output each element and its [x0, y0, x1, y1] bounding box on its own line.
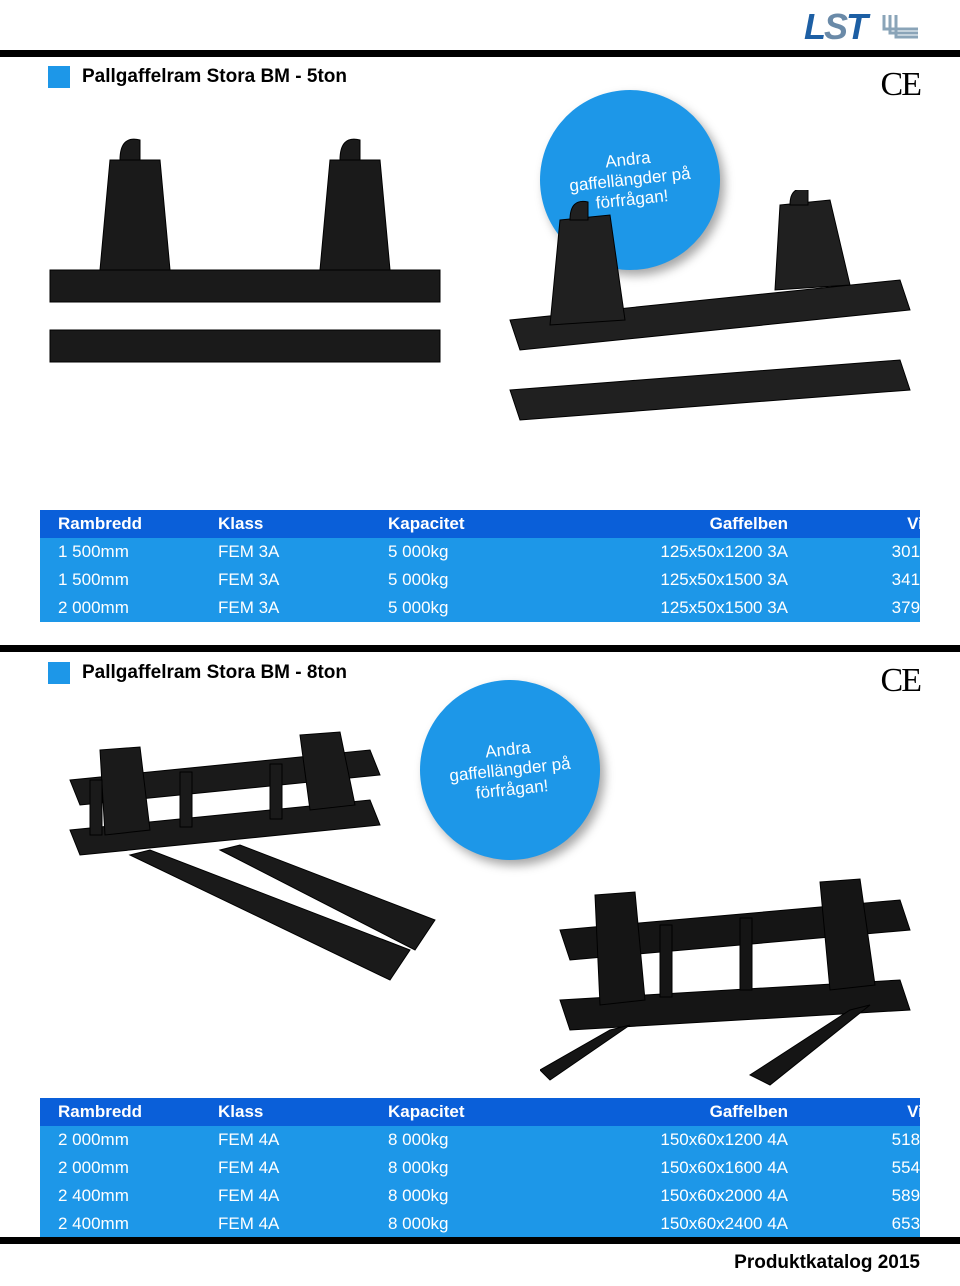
section2-title: Pallgaffelram Stora BM - 8ton — [82, 662, 347, 684]
cell: 589kg — [818, 1186, 938, 1206]
table-row: 1 500mm FEM 3A 5 000kg 125x50x1500 3A 34… — [40, 566, 920, 594]
cell: 150x60x1600 4A — [568, 1158, 818, 1178]
cell: 379kg — [818, 598, 938, 618]
cell: 301kg — [818, 542, 938, 562]
col-vikt: Vikt — [818, 1102, 938, 1122]
cell: 2 000mm — [58, 1158, 218, 1178]
product-image-8ton-angle-left — [40, 720, 440, 1030]
cell: 2 000mm — [58, 1130, 218, 1150]
col-gaffelben: Gaffelben — [568, 1102, 818, 1122]
ce-mark-icon: CE — [881, 66, 920, 104]
col-vikt: Vikt — [818, 514, 938, 534]
product-image-5ton-angle — [480, 190, 920, 470]
callout-text: Andra gaffellängder på förfrågan! — [437, 733, 583, 807]
cell: FEM 4A — [218, 1158, 388, 1178]
cell: 8 000kg — [388, 1130, 568, 1150]
product-image-8ton-angle-right — [540, 870, 920, 1100]
footer-catalog-label: Produktkatalog 2015 — [734, 1252, 920, 1274]
cell: 8 000kg — [388, 1214, 568, 1234]
cell: 341kg — [818, 570, 938, 590]
col-kapacitet: Kapacitet — [388, 1102, 568, 1122]
cell: FEM 4A — [218, 1186, 388, 1206]
cell: 2 400mm — [58, 1186, 218, 1206]
table-row: 2 400mm FEM 4A 8 000kg 150x60x2000 4A 58… — [40, 1182, 920, 1210]
divider-bar — [0, 1237, 960, 1244]
cell: 150x60x1200 4A — [568, 1130, 818, 1150]
logo-letter-l: L — [804, 6, 824, 47]
cell: FEM 3A — [218, 542, 388, 562]
logo-fork-icon — [878, 8, 920, 50]
table-row: 2 400mm FEM 4A 8 000kg 150x60x2400 4A 65… — [40, 1210, 920, 1238]
table-header-row: Rambredd Klass Kapacitet Gaffelben Vikt — [40, 1098, 920, 1126]
col-gaffelben: Gaffelben — [568, 514, 818, 534]
section1-header: Pallgaffelram Stora BM - 5ton — [48, 66, 347, 88]
cell: 5 000kg — [388, 542, 568, 562]
section-marker-icon — [48, 66, 70, 88]
callout-badge: Andra gaffellängder på förfrågan! — [411, 671, 609, 869]
cell: 8 000kg — [388, 1186, 568, 1206]
section2-header: Pallgaffelram Stora BM - 8ton — [48, 662, 347, 684]
cell: 5 000kg — [388, 598, 568, 618]
col-rambredd: Rambredd — [58, 1102, 218, 1122]
cell: FEM 4A — [218, 1214, 388, 1234]
cell: 554kg — [818, 1158, 938, 1178]
brand-logo: LST — [804, 6, 920, 50]
cell: 125x50x1500 3A — [568, 570, 818, 590]
cell: 1 500mm — [58, 570, 218, 590]
table-row: 2 000mm FEM 4A 8 000kg 150x60x1200 4A 51… — [40, 1126, 920, 1154]
col-rambredd: Rambredd — [58, 514, 218, 534]
table-row: 2 000mm FEM 4A 8 000kg 150x60x1600 4A 55… — [40, 1154, 920, 1182]
section-marker-icon — [48, 662, 70, 684]
logo-letter-t: T — [846, 6, 866, 47]
cell: FEM 3A — [218, 598, 388, 618]
cell: FEM 3A — [218, 570, 388, 590]
cell: 125x50x1500 3A — [568, 598, 818, 618]
table-row: 2 000mm FEM 3A 5 000kg 125x50x1500 3A 37… — [40, 594, 920, 622]
col-klass: Klass — [218, 514, 388, 534]
col-kapacitet: Kapacitet — [388, 514, 568, 534]
divider-bar — [0, 50, 960, 57]
col-klass: Klass — [218, 1102, 388, 1122]
cell: 2 000mm — [58, 598, 218, 618]
logo-letter-s: S — [824, 6, 846, 47]
table-row: 1 500mm FEM 3A 5 000kg 125x50x1200 3A 30… — [40, 538, 920, 566]
product-image-5ton-front — [40, 120, 450, 370]
divider-bar — [0, 645, 960, 652]
cell: 2 400mm — [58, 1214, 218, 1234]
cell: 125x50x1200 3A — [568, 542, 818, 562]
cell: 5 000kg — [388, 570, 568, 590]
section1-title: Pallgaffelram Stora BM - 5ton — [82, 66, 347, 88]
cell: 653kg — [818, 1214, 938, 1234]
cell: 8 000kg — [388, 1158, 568, 1178]
section2-table: Rambredd Klass Kapacitet Gaffelben Vikt … — [40, 1098, 920, 1238]
section1-table: Rambredd Klass Kapacitet Gaffelben Vikt … — [40, 510, 920, 622]
cell: FEM 4A — [218, 1130, 388, 1150]
cell: 518kg — [818, 1130, 938, 1150]
cell: 150x60x2000 4A — [568, 1186, 818, 1206]
cell: 150x60x2400 4A — [568, 1214, 818, 1234]
ce-mark-icon: CE — [881, 662, 920, 700]
table-header-row: Rambredd Klass Kapacitet Gaffelben Vikt — [40, 510, 920, 538]
cell: 1 500mm — [58, 542, 218, 562]
